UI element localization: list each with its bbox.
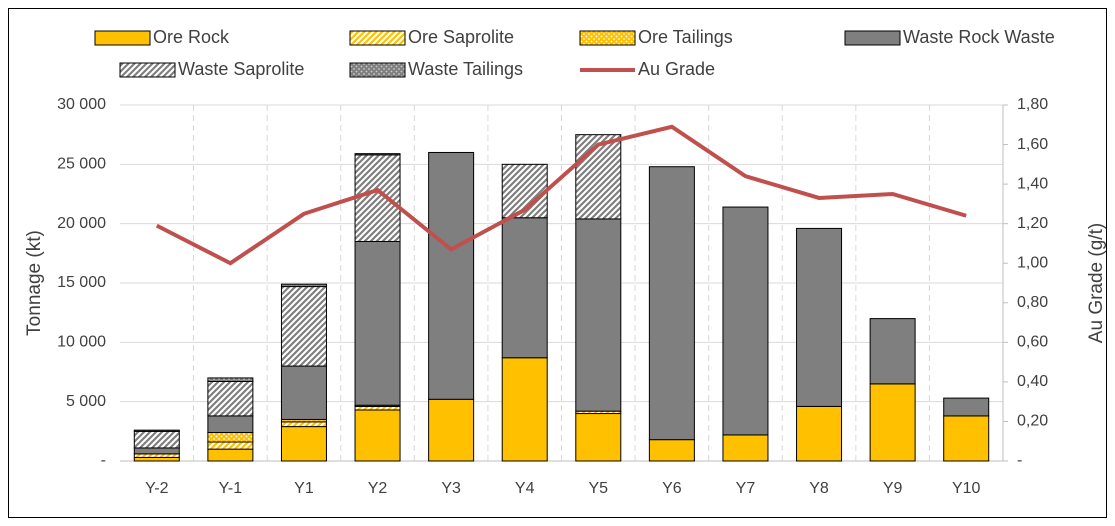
y2-tick-label: 1,60	[1017, 136, 1048, 153]
bar-segment	[575, 413, 622, 462]
x-tick-label: Y7	[736, 480, 756, 497]
y2-tick-label: 1,80	[1017, 96, 1048, 113]
legend-label: Ore Rock	[153, 27, 230, 47]
x-tick-label: Y8	[809, 480, 829, 497]
y-tick-label: 10 000	[57, 334, 106, 351]
bar-segment	[207, 432, 254, 443]
line-series	[155, 124, 967, 266]
chart-border	[8, 8, 1107, 518]
legend-swatch	[94, 30, 151, 46]
bar-segment	[207, 380, 254, 417]
bar-segment	[354, 409, 401, 462]
y2-tick-label: 0,80	[1017, 294, 1048, 311]
bar-segment	[428, 398, 475, 462]
x-tick-label: Y5	[589, 480, 609, 497]
bar-segment	[943, 397, 990, 417]
bar-segment	[796, 227, 843, 407]
bar-segment	[207, 441, 254, 450]
legend-label: Ore Saprolite	[408, 27, 514, 47]
x-tick-label: Y-1	[219, 480, 243, 497]
bar-segment	[796, 405, 843, 462]
bar-segment	[280, 426, 327, 462]
legend-label: Waste Tailings	[408, 59, 523, 79]
bar-segment	[133, 456, 180, 462]
legend-swatch	[579, 30, 636, 46]
bar-segment	[869, 318, 916, 385]
bar-segment	[133, 430, 180, 449]
legend-swatch	[119, 62, 176, 78]
y2-tick-label: -	[1017, 452, 1022, 469]
bar-segment	[354, 154, 401, 242]
legend-label: Ore Tailings	[638, 27, 733, 47]
legend-swatch	[349, 30, 406, 46]
x-tick-label: Y4	[515, 480, 535, 497]
bar-segment	[207, 377, 254, 382]
y-tick-label: 30 000	[57, 96, 106, 113]
bar-segment	[354, 240, 401, 406]
y2-tick-label: 1,40	[1017, 175, 1048, 192]
y2-tick-label: 1,00	[1017, 254, 1048, 271]
x-tick-label: Y-2	[145, 480, 169, 497]
y2-axis-title: Au Grade (g/t)	[1086, 223, 1107, 343]
x-tick-label: Y2	[368, 480, 388, 497]
bar-segment	[207, 415, 254, 434]
bar-segment	[501, 357, 548, 462]
bar-segment	[648, 439, 695, 462]
y-tick-label: 5 000	[66, 393, 106, 410]
y-tick-label: 15 000	[57, 274, 106, 291]
y-tick-label: 25 000	[57, 156, 106, 173]
legend-label: Waste Saprolite	[178, 59, 304, 79]
bar-segment	[354, 405, 401, 411]
bar-segment	[575, 218, 622, 412]
y2-tick-label: 0,20	[1017, 413, 1048, 430]
y2-tick-label: 0,60	[1017, 334, 1048, 351]
bar-segment	[280, 421, 327, 428]
y2-tick-label: 0,40	[1017, 373, 1048, 390]
legend-label: Au Grade	[638, 59, 715, 79]
legend-label: Waste Rock Waste	[903, 27, 1055, 47]
legend-swatch	[349, 62, 406, 78]
bar-segment	[133, 429, 180, 432]
bar-segment	[869, 383, 916, 462]
x-tick-label: Y1	[294, 480, 314, 497]
y2-tick-label: 1,20	[1017, 215, 1048, 232]
bar-segment	[354, 153, 401, 156]
y-axis-title: Tonnage (kt)	[24, 230, 45, 336]
bar-segment	[575, 134, 622, 220]
bar-segment	[943, 415, 990, 462]
y-tick-label: -	[101, 452, 106, 469]
bar-segment	[722, 434, 769, 462]
bar-segment	[133, 447, 180, 455]
legend-swatch	[844, 30, 901, 46]
bar-segment	[280, 286, 327, 367]
bar-segment	[133, 453, 180, 458]
bar-segment	[280, 365, 327, 420]
bar-segment	[648, 166, 695, 441]
x-tick-label: Y3	[441, 480, 461, 497]
bar-segment	[207, 448, 254, 462]
x-tick-label: Y6	[662, 480, 682, 497]
x-tick-label: Y10	[952, 480, 981, 497]
bar-segment	[501, 217, 548, 359]
y-tick-label: 20 000	[57, 215, 106, 232]
x-tick-label: Y9	[883, 480, 903, 497]
bar-segment	[280, 283, 327, 288]
bar-segment	[722, 206, 769, 436]
bar-segment	[428, 151, 475, 400]
